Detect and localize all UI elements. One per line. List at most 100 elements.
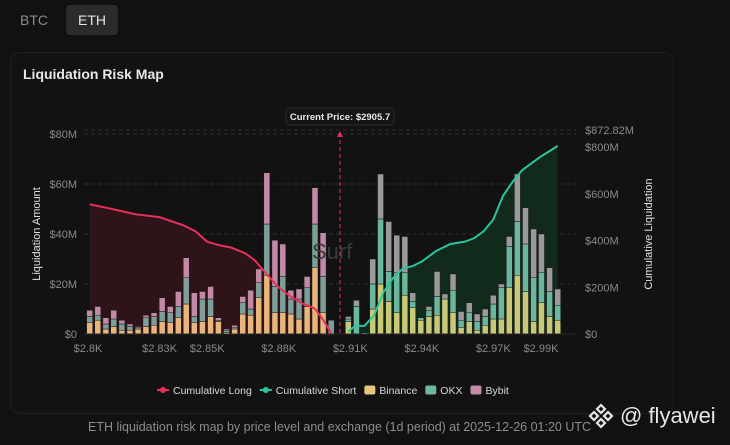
bar-segment-bybit: [126, 323, 134, 327]
bar-segment-binance: [199, 321, 206, 335]
bar-segment-okx: [530, 277, 537, 322]
bar-segment-binance: [538, 302, 545, 335]
bar-segment-binance: [303, 306, 311, 335]
current-price-label-box: [285, 107, 395, 126]
bar-segment-binance: [522, 291, 529, 335]
legend-label: Bybit: [485, 385, 508, 397]
bar-segment-bybit: [490, 295, 497, 305]
bar-segment-okx: [207, 298, 214, 317]
bar-segment-bybit: [409, 292, 416, 302]
y-tick-label: $80M: [49, 129, 77, 141]
bar-segment-bybit: [86, 310, 93, 317]
y-tick-label: $40M: [49, 229, 77, 241]
bar-segment-bybit: [425, 306, 433, 311]
bar-segment-binance: [295, 318, 303, 335]
bar-segment-bybit: [433, 271, 441, 297]
bar-segment-binance: [191, 322, 198, 335]
bar-segment-binance: [441, 298, 449, 335]
legend-swatch-icon: [425, 385, 437, 395]
bar-segment-binance: [311, 267, 319, 335]
cumulative-long-line: [89, 203, 333, 334]
bar-segment-okx: [425, 310, 433, 317]
y2-tick-label: $200M: [585, 282, 619, 294]
bar-segment-bybit: [498, 283, 505, 288]
bar-segment-binance: [86, 322, 93, 335]
bar-segment-bybit: [110, 310, 117, 320]
bar-segment-binance: [182, 303, 190, 335]
bar-segment-binance: [255, 297, 262, 335]
bar-segment-okx: [223, 330, 230, 333]
bar-segment-bybit: [473, 313, 481, 322]
bar-segment-bybit: [506, 236, 513, 247]
bar-segment-bybit: [353, 300, 360, 307]
legend-label: OKX: [440, 385, 462, 397]
current-price-label: Current Price: $2905.7: [290, 112, 390, 123]
bar-segment-bybit: [223, 328, 230, 331]
bar-segment-okx: [353, 306, 360, 335]
bar-segment-okx: [506, 246, 513, 288]
bar-segment-binance: [279, 312, 287, 335]
bar-segment-okx: [401, 272, 409, 296]
bar-segment-bybit: [142, 315, 150, 318]
bar-segment-bybit: [401, 236, 409, 273]
bar-segment-okx: [175, 306, 182, 318]
bar-segment-binance: [546, 316, 553, 335]
bar-segment-okx: [263, 223, 271, 276]
bar-segment-bybit: [319, 232, 327, 277]
bar-segment-bybit: [118, 320, 126, 325]
y-tick-label: $0: [65, 329, 77, 341]
bar-segment-bybit: [522, 207, 529, 245]
x-tick-label: $2.91K: [333, 343, 369, 355]
bar-segment-bybit: [449, 273, 457, 291]
bar-segment-binance: [126, 330, 134, 335]
bar-segment-okx: [498, 287, 505, 320]
bar-segment-okx: [150, 316, 158, 326]
bar-segment-bybit: [393, 235, 401, 273]
bar-segment-bybit: [546, 267, 553, 292]
bar-segment-binance: [175, 317, 182, 335]
bar-segment-binance: [94, 320, 102, 335]
bar-segment-okx: [417, 317, 425, 321]
cumulative-short-line: [347, 144, 559, 333]
bar-segment-bybit: [158, 297, 166, 312]
bar-segment-binance: [433, 315, 441, 335]
bar-segment-okx: [158, 311, 166, 322]
bar-segment-bybit: [441, 293, 449, 300]
bar-segment-binance: [393, 312, 401, 335]
bar-segment-okx: [481, 316, 489, 326]
bar-segment-binance: [239, 313, 246, 335]
tab-eth[interactable]: ETH: [66, 5, 118, 35]
y2-tick-label: $800M: [585, 142, 619, 154]
x-tick-label: $2.97K: [476, 343, 512, 355]
bar-segment-bybit: [263, 172, 271, 225]
bar-segment-binance: [118, 330, 126, 335]
axes: $0 $20M $40M $60M $80M $0 $200M $400M $600M $800M…: [31, 125, 655, 355]
x-tick-label: $2.94K: [404, 343, 440, 355]
bar-segment-bybit: [295, 288, 303, 300]
bar-segment-okx: [126, 326, 134, 331]
bar-segment-okx: [522, 243, 529, 292]
x-tick-label: $2.85K: [190, 343, 226, 355]
bar-segment-bybit: [167, 306, 174, 313]
y2-tick-label: $872.82M: [585, 125, 634, 137]
tab-btc[interactable]: BTC: [20, 12, 48, 28]
asset-tabs: BTC ETH: [8, 5, 118, 35]
y2-tick-label: $400M: [585, 236, 619, 248]
bar-segment-bybit: [102, 317, 110, 325]
bar-segment-binance: [465, 321, 473, 335]
bar-segment-binance: [207, 316, 214, 335]
bar-segment-binance: [167, 322, 174, 335]
bar-segment-okx: [449, 290, 457, 313]
legend-label: Cumulative Short: [276, 385, 357, 397]
bar-segment-okx: [369, 283, 376, 310]
bar-segment-bybit: [377, 173, 384, 220]
bar-segment-bybit: [538, 233, 545, 273]
bar-segment-okx: [377, 218, 384, 285]
bar-segment-okx: [142, 317, 150, 327]
watermark-handle: @ flyawei: [620, 403, 716, 428]
bar-segment-binance: [409, 307, 416, 335]
legend-swatch-icon: [470, 385, 482, 395]
bar-segment-binance: [377, 283, 384, 335]
y2-tick-label: $0: [585, 329, 597, 341]
bar-segment-okx: [239, 302, 246, 315]
